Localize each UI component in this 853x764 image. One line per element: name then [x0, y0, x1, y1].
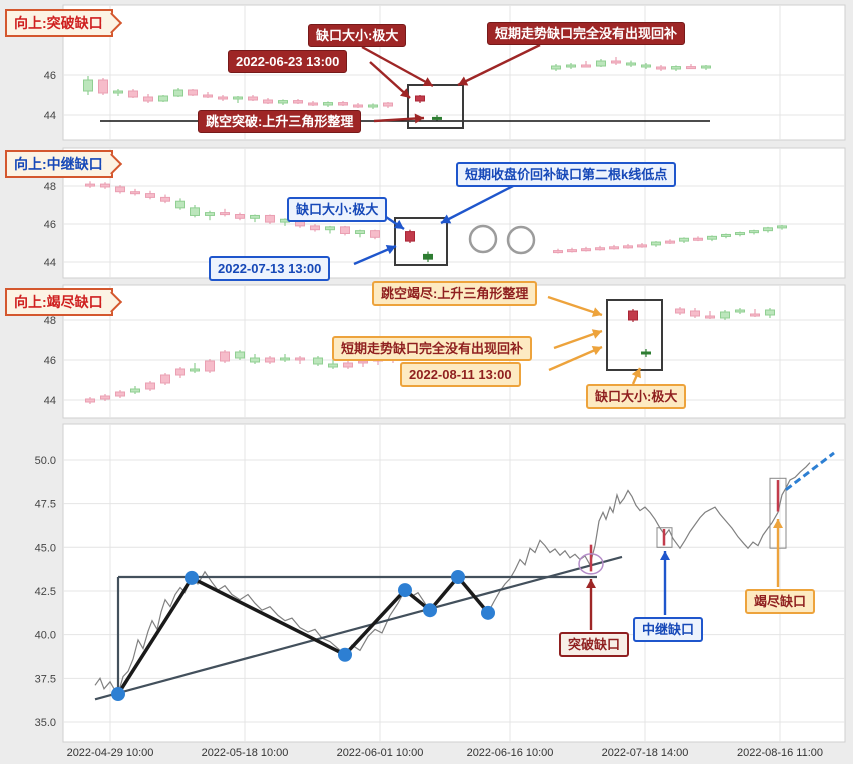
- svg-text:50.0: 50.0: [35, 455, 56, 467]
- breakaway-gap-badge: 向上:突破缺口: [5, 9, 113, 37]
- x-axis-label: 2022-06-01 10:00: [336, 747, 424, 759]
- continuation-gap-label: 中继缺口: [633, 617, 704, 642]
- svg-text:48: 48: [44, 315, 56, 327]
- breakaway-gap-label: 突破缺口: [559, 632, 630, 657]
- pattern-label: 跳空竭尽:上升三角形整理: [372, 281, 538, 306]
- fill-lowpoint-label: 短期收盘价回补缺口第二根k线低点: [456, 162, 677, 187]
- svg-text:46: 46: [44, 219, 56, 231]
- gap-size-label: 缺口大小:极大: [586, 384, 687, 409]
- continuation-gap-badge: 向上:中继缺口: [5, 150, 113, 178]
- svg-text:40.0: 40.0: [35, 630, 56, 642]
- svg-text:35.0: 35.0: [35, 717, 56, 729]
- exhaustion-gap-label: 竭尽缺口: [745, 589, 816, 614]
- exhaustion-gap-badge: 向上:竭尽缺口: [5, 288, 113, 316]
- svg-text:46: 46: [44, 355, 56, 367]
- gap-date-label: 2022-08-11 13:00: [400, 362, 521, 387]
- svg-text:42.5: 42.5: [35, 586, 56, 598]
- x-axis-label: 2022-07-18 14:00: [601, 747, 689, 759]
- x-axis-label: 2022-06-16 10:00: [466, 747, 554, 759]
- x-axis-label: 2022-05-18 10:00: [201, 747, 289, 759]
- svg-text:46: 46: [44, 70, 56, 82]
- x-axis-label: 2022-04-29 10:00: [66, 747, 154, 759]
- gap-date-label: 2022-07-13 13:00: [209, 256, 331, 281]
- svg-text:47.5: 47.5: [35, 499, 56, 511]
- svg-text:45.0: 45.0: [35, 542, 56, 554]
- svg-text:37.5: 37.5: [35, 673, 56, 685]
- gap-size-label: 缺口大小:极大: [308, 24, 407, 47]
- svg-text:44: 44: [44, 110, 56, 122]
- svg-text:48: 48: [44, 181, 56, 193]
- gap-date-label: 2022-06-23 13:00: [228, 50, 348, 73]
- pattern-label: 跳空突破:上升三角形整理: [198, 110, 362, 133]
- no-fill-label: 短期走势缺口完全没有出现回补: [487, 22, 686, 45]
- no-fill-label: 短期走势缺口完全没有出现回补: [332, 336, 533, 361]
- svg-text:44: 44: [44, 395, 56, 407]
- svg-text:44: 44: [44, 257, 56, 269]
- x-axis-label: 2022-08-16 11:00: [736, 747, 824, 759]
- gap-size-label: 缺口大小:极大: [287, 197, 388, 222]
